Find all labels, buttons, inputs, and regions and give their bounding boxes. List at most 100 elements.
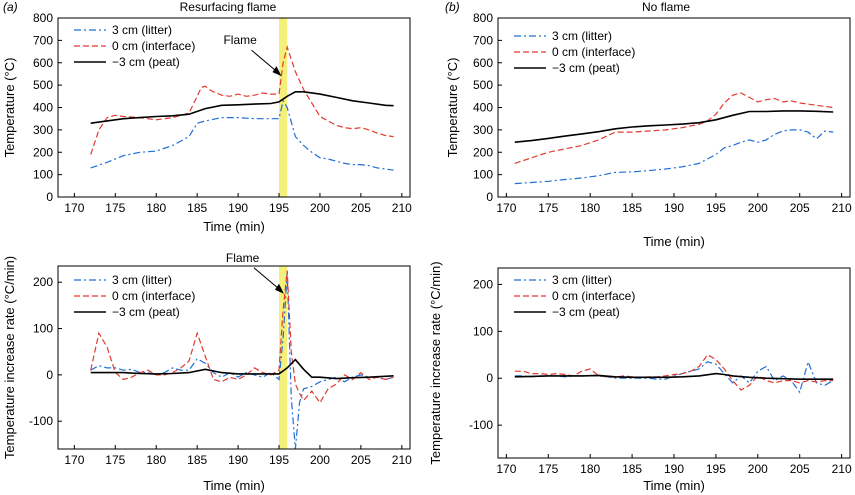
panels-group: 170 175 180 185 190 195 200 205 210 0 100 200 300 400… bbox=[2, 11, 852, 493]
x-tick-label-b-bottom: 195 bbox=[706, 462, 726, 476]
y-tick-label-a-top: 400 bbox=[33, 101, 53, 115]
series-line-b-bottom-0 bbox=[514, 359, 834, 394]
legend-label-a-top-2: −3 cm (peat) bbox=[112, 55, 180, 69]
series-line-a-top-2 bbox=[90, 91, 394, 124]
y-tick-label-b-top: 400 bbox=[473, 101, 493, 115]
plot-frame-b-bottom bbox=[497, 267, 851, 459]
x-tick-label-a-top: 185 bbox=[187, 201, 207, 215]
y-tick-label-b-bottom: 0 bbox=[486, 371, 493, 385]
plot-frame-a-bottom bbox=[57, 265, 411, 450]
x-tick-label-b-top: 185 bbox=[622, 201, 642, 215]
x-axis-label-b-bottom: Time (min) bbox=[643, 478, 705, 493]
x-axis-label-a-top: Time (min) bbox=[203, 219, 265, 234]
x-tick-label-a-bottom: 175 bbox=[105, 453, 125, 467]
series-line-b-top-0 bbox=[514, 129, 834, 185]
x-axis-label-a-bottom: Time (min) bbox=[203, 478, 265, 493]
x-tick-label-b-top: 210 bbox=[832, 201, 852, 215]
x-tick-label-b-top: 175 bbox=[538, 201, 558, 215]
flame-label-a-top: Flame bbox=[223, 33, 257, 47]
y-tick-label-b-top: 500 bbox=[473, 78, 493, 92]
legend-label-a-bottom-0: 3 cm (litter) bbox=[112, 273, 172, 287]
y-axis-label-a-bottom: Temperature increase rate (°C/min) bbox=[2, 256, 17, 459]
x-tick-label-a-top: 190 bbox=[228, 201, 248, 215]
panel-title-b: No flame bbox=[642, 0, 690, 14]
x-tick-label-a-top: 195 bbox=[269, 201, 289, 215]
flame-arrow-line-a-bottom bbox=[253, 267, 281, 291]
series-line-b-bottom-2 bbox=[514, 372, 834, 380]
legend-label-b-top-1: 0 cm (interface) bbox=[552, 45, 635, 59]
x-tick-label-a-top: 205 bbox=[351, 201, 371, 215]
x-tick-label-b-top: 195 bbox=[706, 201, 726, 215]
series-line-b-top-1 bbox=[514, 92, 834, 164]
y-axis-label-a-top: Temperature (°C) bbox=[2, 58, 17, 158]
x-tick-label-a-top: 170 bbox=[64, 201, 84, 215]
plot-frame-b-top bbox=[497, 17, 851, 198]
y-tick-label-b-top: 0 bbox=[486, 190, 493, 204]
y-tick-label-b-bottom: -100 bbox=[469, 418, 493, 432]
y-tick-label-a-top: 300 bbox=[33, 123, 53, 137]
panel-letter-b: (b) bbox=[445, 0, 460, 14]
x-tick-label-a-bottom: 195 bbox=[269, 453, 289, 467]
chart-b-top: 170 175 180 185 190 195 200 205 210 0 100 200 300 400… bbox=[445, 11, 852, 249]
x-tick-label-a-bottom: 200 bbox=[310, 453, 330, 467]
flame-label-a-bottom: Flame bbox=[226, 251, 260, 265]
x-tick-label-b-bottom: 205 bbox=[790, 462, 810, 476]
flame-arrow-head-a-top bbox=[272, 66, 282, 77]
x-tick-label-b-top: 190 bbox=[664, 201, 684, 215]
y-tick-label-b-top: 300 bbox=[473, 123, 493, 137]
x-tick-label-b-bottom: 170 bbox=[496, 462, 516, 476]
legend-label-a-bottom-2: −3 cm (peat) bbox=[112, 305, 180, 319]
x-tick-label-a-top: 210 bbox=[392, 201, 412, 215]
y-tick-label-a-top: 200 bbox=[33, 145, 53, 159]
panel-letter-a: (a) bbox=[3, 0, 18, 14]
x-tick-label-b-bottom: 180 bbox=[580, 462, 600, 476]
legend-label-a-top-1: 0 cm (interface) bbox=[112, 39, 195, 53]
y-tick-label-b-top: 800 bbox=[473, 11, 493, 25]
x-tick-label-b-top: 205 bbox=[790, 201, 810, 215]
x-tick-label-a-top: 200 bbox=[310, 201, 330, 215]
chart-a-bottom: 170 175 180 185 190 195 200 205 210 -100 0 100 200 Ti… bbox=[2, 251, 412, 493]
x-tick-label-a-bottom: 185 bbox=[187, 453, 207, 467]
y-tick-label-a-top: 0 bbox=[46, 190, 53, 204]
x-tick-label-b-bottom: 190 bbox=[664, 462, 684, 476]
x-tick-label-a-top: 175 bbox=[105, 201, 125, 215]
y-tick-label-a-bottom: -100 bbox=[29, 414, 53, 428]
y-tick-label-a-top: 700 bbox=[33, 33, 53, 47]
flame-arrow-head-a-bottom bbox=[274, 283, 284, 294]
y-tick-label-b-bottom: 100 bbox=[473, 324, 493, 338]
x-tick-label-b-bottom: 175 bbox=[538, 462, 558, 476]
legend-label-b-bottom-0: 3 cm (litter) bbox=[552, 273, 612, 287]
x-tick-label-a-bottom: 180 bbox=[146, 453, 166, 467]
y-tick-label-b-top: 100 bbox=[473, 168, 493, 182]
y-axis-label-b-top: Temperature (°C) bbox=[445, 58, 460, 158]
x-tick-label-a-bottom: 210 bbox=[392, 453, 412, 467]
x-tick-label-b-top: 200 bbox=[748, 201, 768, 215]
legend-label-b-bottom-1: 0 cm (interface) bbox=[552, 289, 635, 303]
y-tick-label-b-top: 600 bbox=[473, 56, 493, 70]
x-axis-label-b-top: Time (min) bbox=[643, 234, 705, 249]
y-tick-label-a-top: 800 bbox=[33, 11, 53, 25]
y-tick-label-a-top: 100 bbox=[33, 168, 53, 182]
x-tick-label-a-bottom: 205 bbox=[351, 453, 371, 467]
y-tick-label-b-top: 700 bbox=[473, 33, 493, 47]
series-line-a-top-1 bbox=[90, 44, 394, 155]
y-tick-label-a-bottom: 100 bbox=[33, 322, 53, 336]
legend-label-b-top-2: −3 cm (peat) bbox=[552, 61, 620, 75]
series-line-b-top-2 bbox=[514, 110, 834, 143]
y-tick-label-a-top: 500 bbox=[33, 78, 53, 92]
legend-label-a-top-0: 3 cm (litter) bbox=[112, 23, 172, 37]
series-line-a-top-0 bbox=[90, 99, 394, 171]
series-line-b-bottom-1 bbox=[514, 354, 834, 391]
x-tick-label-b-top: 180 bbox=[580, 201, 600, 215]
legend-label-b-bottom-2: −3 cm (peat) bbox=[552, 305, 620, 319]
flame-arrow-line-a-top bbox=[251, 49, 278, 73]
chart-a-top: 170 175 180 185 190 195 200 205 210 0 100 200 300 400… bbox=[2, 11, 412, 234]
y-tick-label-a-top: 600 bbox=[33, 56, 53, 70]
series-line-a-bottom-2 bbox=[90, 358, 394, 380]
x-tick-label-b-top: 170 bbox=[496, 201, 516, 215]
x-tick-label-a-top: 180 bbox=[146, 201, 166, 215]
legend-label-b-top-0: 3 cm (litter) bbox=[552, 29, 612, 43]
y-axis-label-b-bottom: Temperature increase rate (°C/min) bbox=[428, 261, 443, 464]
x-tick-label-b-bottom: 200 bbox=[748, 462, 768, 476]
